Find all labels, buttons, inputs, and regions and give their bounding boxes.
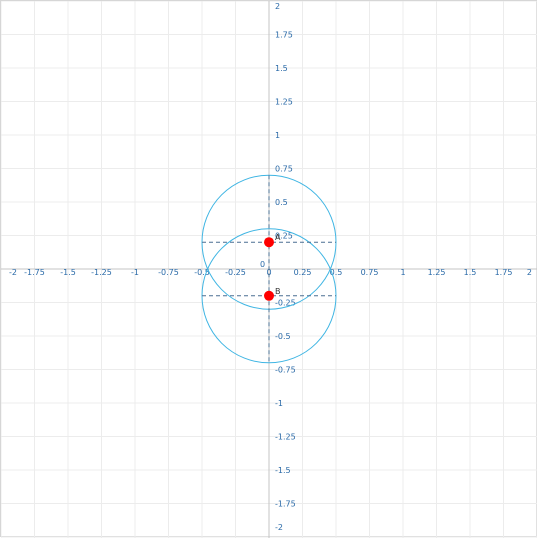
tick-labels: -2 -1.75 -1.5 -1.25 -1 -0.75 -0.5 -0.25 0 0.25 0.5… [9, 2, 532, 532]
y-tick-label: 1.75 [275, 31, 293, 40]
y-tick-label: -1.25 [275, 433, 296, 442]
point-a[interactable] [264, 237, 274, 248]
x-tick-label: -0.25 [225, 268, 246, 277]
y-tick-label: 1.5 [275, 64, 288, 73]
y-tick-label: -0.25 [275, 299, 296, 308]
x-tick-label: 0.5 [330, 268, 343, 277]
x-tick-label: -1.25 [91, 268, 112, 277]
x-tick-label: 0.75 [361, 268, 379, 277]
y-tick-label: 0.75 [275, 165, 293, 174]
y-tick-label: 0.25 [275, 232, 293, 241]
x-tick-label: -1.75 [24, 268, 45, 277]
y-tick-label: 2 [275, 2, 280, 11]
points[interactable]: AB [264, 233, 281, 301]
point-b[interactable] [264, 290, 274, 301]
x-tick-label: 1.5 [464, 268, 477, 277]
x-tick-label: 1.75 [495, 268, 513, 277]
y-tick-label: 0.5 [275, 198, 288, 207]
y-tick-label: -1.5 [275, 466, 291, 475]
y-tick-label: -1.75 [275, 500, 296, 509]
y-tick-label: 1.25 [275, 98, 293, 107]
shapes [201, 174, 337, 364]
y-tick-label: -2 [275, 523, 283, 532]
y-tick-label: 0 [260, 260, 265, 269]
x-tick-label: -1.5 [60, 268, 76, 277]
x-tick-label: -1 [131, 268, 139, 277]
x-tick-label: 1 [400, 268, 405, 277]
y-tick-label: -0.5 [275, 332, 291, 341]
point-label: B [275, 287, 281, 296]
y-tick-label: 1 [275, 131, 280, 140]
x-tick-label: 2 [527, 268, 532, 277]
x-tick-label: 1.25 [428, 268, 446, 277]
x-tick-label: -2 [9, 268, 17, 277]
x-tick-label: 0.25 [294, 268, 312, 277]
point-label: A [275, 233, 281, 242]
x-tick-label: -0.5 [194, 268, 210, 277]
y-tick-label: -0.75 [275, 366, 296, 375]
y-tick-label: -1 [275, 399, 283, 408]
x-tick-label: -0.75 [158, 268, 179, 277]
x-tick-label: 0 [266, 268, 271, 277]
